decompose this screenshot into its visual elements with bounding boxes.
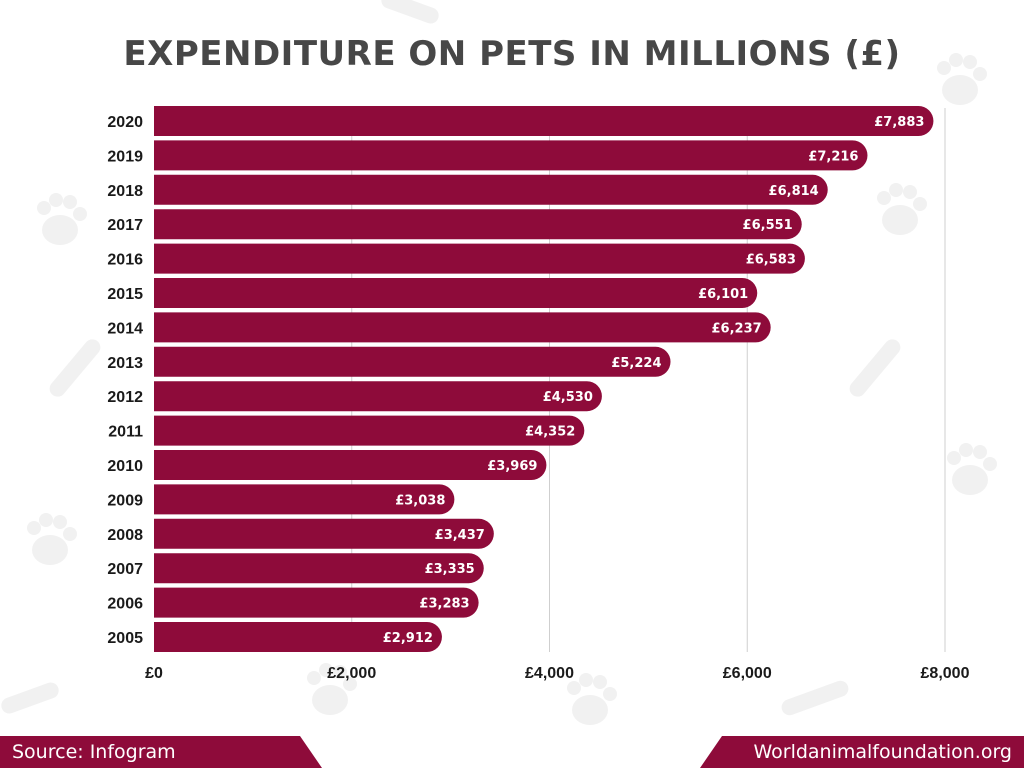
- category-label: 2019: [107, 148, 143, 165]
- data-label: £3,335: [425, 562, 475, 577]
- source-text: Source: Infogram: [12, 741, 176, 763]
- bar: [154, 450, 547, 480]
- footer-website-banner: [700, 736, 1024, 768]
- category-label: 2018: [107, 183, 143, 200]
- category-label: 2017: [107, 217, 143, 234]
- bar: [154, 484, 455, 515]
- bar: [154, 622, 442, 652]
- bar: [154, 278, 758, 308]
- data-label: £4,352: [525, 425, 575, 440]
- bar: [154, 415, 585, 446]
- data-label: £2,912: [383, 631, 433, 646]
- x-tick-label: £2,000: [327, 665, 376, 682]
- category-label: 2012: [107, 389, 143, 406]
- data-label: £3,437: [435, 528, 485, 543]
- bar: [154, 381, 602, 412]
- data-label: £3,038: [395, 493, 445, 508]
- bar: [154, 553, 484, 584]
- category-label: 2011: [108, 424, 143, 441]
- footer-source-banner: [0, 736, 322, 768]
- category-label: 2009: [107, 492, 143, 509]
- data-label: £7,883: [874, 115, 924, 130]
- bar: [154, 518, 494, 549]
- data-label: £6,551: [743, 218, 793, 233]
- category-label: 2010: [107, 458, 143, 475]
- category-label: 2006: [107, 596, 143, 613]
- category-label: 2008: [107, 527, 143, 544]
- category-label: 2014: [107, 320, 143, 337]
- category-label: 2013: [107, 355, 143, 372]
- category-label: 2016: [107, 252, 143, 269]
- data-label: £6,101: [698, 287, 748, 302]
- bar-chart: 2020 2019 2018 2017 2016 2015 2014 2013 2012 2011…: [107, 106, 970, 682]
- bar: [154, 312, 771, 343]
- data-label: £6,237: [712, 321, 762, 336]
- category-label: 2015: [107, 286, 143, 303]
- x-tick-label: £0: [145, 665, 163, 682]
- bar: [154, 140, 868, 171]
- data-label: £3,283: [419, 597, 469, 612]
- website-text: Worldanimalfoundation.org: [753, 741, 1012, 763]
- category-label: 2005: [107, 630, 143, 647]
- data-label: £6,814: [769, 184, 819, 199]
- bar: [154, 106, 934, 136]
- x-tick-label: £8,000: [921, 665, 970, 682]
- bar: [154, 587, 479, 618]
- data-label: £7,216: [808, 149, 858, 164]
- data-label: £4,530: [543, 390, 593, 405]
- x-tick-label: £4,000: [525, 665, 574, 682]
- bar: [154, 346, 671, 377]
- data-label: £5,224: [611, 356, 661, 371]
- bars: [154, 106, 934, 652]
- data-label: £3,969: [487, 459, 537, 474]
- data-label: £6,583: [746, 253, 796, 268]
- chart-title: EXPENDITURE ON PETS IN MILLIONS (£): [123, 34, 901, 74]
- category-labels: 2020 2019 2018 2017 2016 2015 2014 2013 2012 2011…: [107, 114, 143, 647]
- bar: [154, 243, 805, 274]
- category-label: 2020: [107, 114, 143, 131]
- data-labels: £7,883 £7,216 £6,814 £6,551 £6,583 £6,101 £6,2…: [383, 115, 925, 646]
- bar: [154, 174, 828, 205]
- bar: [154, 209, 802, 240]
- x-tick-label: £6,000: [723, 665, 772, 682]
- x-axis-tick-labels: £0 £2,000 £4,000 £6,000 £8,000: [145, 665, 969, 682]
- category-label: 2007: [107, 561, 143, 578]
